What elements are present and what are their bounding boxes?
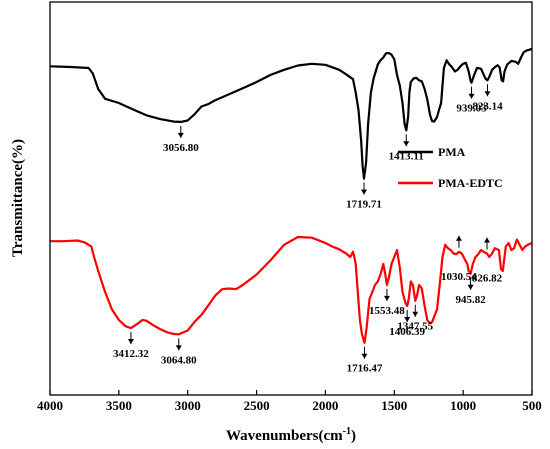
series-layer [49, 47, 533, 344]
legend: PMA PMA-EDTC [398, 145, 503, 190]
peak-annotation: 3064.80 [161, 338, 197, 366]
annotation-label: 3056.80 [163, 142, 199, 154]
peak-annotation: 3412.32 [113, 332, 149, 360]
annotation-arrowhead [361, 189, 368, 195]
x-tick-label: 500 [522, 398, 542, 413]
x-axis-title-close: ) [351, 428, 356, 444]
annotation-label: 1030.54 [441, 271, 477, 283]
x-axis-title-superscript: -1 [343, 426, 351, 437]
x-axis-ticks: 4000 3500 3000 2500 2000 1500 1000 500 [37, 390, 542, 413]
annotation-label: 3064.80 [161, 354, 197, 366]
annotation-arrowhead [361, 353, 368, 359]
annotation-arrowhead [483, 237, 490, 243]
annotation-label: 939.03 [456, 103, 487, 115]
peak-annotation: 1719.71 [346, 182, 382, 211]
annotation-arrowhead [484, 91, 491, 97]
series-line-pma [49, 47, 533, 180]
annotation-arrowhead [468, 93, 475, 99]
annotation-label: 945.82 [455, 294, 486, 306]
x-tick-label: 3000 [175, 398, 201, 413]
x-axis-title-main: Wavenumbers(cm [226, 428, 343, 444]
annotation-arrowhead [455, 235, 462, 241]
peak-annotation: 939.03 [456, 86, 487, 115]
annotation-arrowhead [175, 345, 182, 351]
annotation-label: 3412.32 [113, 348, 149, 360]
annotation-arrowhead [177, 132, 184, 138]
annotation-label: 1413.11 [389, 150, 424, 162]
annotation-arrowhead [383, 295, 390, 301]
x-tick-label: 1500 [381, 398, 407, 413]
peak-annotation: 826.82 [472, 237, 503, 284]
peak-annotation: 945.82 [455, 277, 486, 306]
legend-label-pma: PMA [438, 145, 466, 159]
legend-label-pma-edtc: PMA-EDTC [438, 176, 503, 190]
annotation-label: 1716.47 [347, 363, 383, 375]
x-tick-label: 2000 [312, 398, 338, 413]
annotation-label: 1719.71 [346, 199, 382, 211]
peak-annotation: 3056.80 [163, 125, 199, 154]
annotation-arrowhead [467, 284, 474, 290]
x-tick-label: 4000 [37, 398, 63, 413]
peak-annotation: 1413.11 [389, 134, 424, 162]
annotation-label: 1553.48 [369, 305, 405, 317]
peak-annotation: 1347.55 [397, 304, 434, 333]
peak-annotation: 1716.47 [347, 346, 383, 375]
annotation-arrowhead [404, 316, 411, 322]
annotation-label: 1347.55 [397, 321, 433, 333]
annotation-label: 826.82 [472, 272, 503, 284]
x-tick-label: 3500 [106, 398, 132, 413]
annotation-arrowhead [127, 339, 134, 345]
peak-annotation: 1553.48 [369, 288, 405, 317]
x-axis-title: Wavenumbers(cm-1) [226, 426, 356, 444]
annotation-arrowhead [403, 141, 410, 147]
plot-frame [49, 1, 533, 396]
annotation-label: 823.14 [472, 100, 503, 112]
peak-annotation: 1406.39 [389, 309, 426, 338]
annotation-label: 1406.39 [389, 326, 425, 338]
y-axis-title: Transmittance(%) [10, 139, 26, 257]
peak-annotation: 823.14 [472, 84, 503, 112]
x-tick-label: 1000 [450, 398, 476, 413]
series-line-pma-edtc [50, 235, 533, 344]
annotation-arrowhead [412, 311, 419, 317]
x-tick-label: 2500 [244, 398, 270, 413]
peak-annotation: 1030.54 [441, 235, 477, 283]
